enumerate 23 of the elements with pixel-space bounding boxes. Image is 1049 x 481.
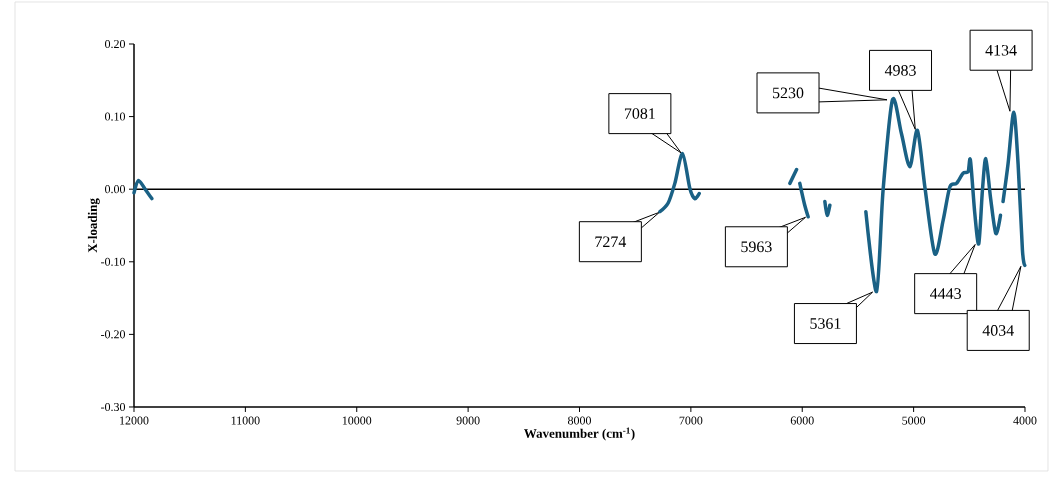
x-axis-title: Wavenumber (cm$^{-1}$) <box>524 427 635 441</box>
annotation: 7081 <box>624 108 655 119</box>
y-tick-label: 0.20 <box>105 39 126 49</box>
annotation: 4034 <box>982 325 1014 336</box>
y-tick-label: -0.30 <box>101 402 126 412</box>
y-tick-label: 0.00 <box>105 185 126 194</box>
y-axis-title: X-loading <box>87 198 100 253</box>
x-tick-label: 11000 <box>231 416 260 425</box>
x-tick-label: 12000 <box>120 416 149 425</box>
annotation: 5361 <box>810 318 841 329</box>
x-tick-label: 10000 <box>342 416 372 425</box>
x-tick-label: 4000 <box>1013 416 1037 425</box>
annotation: 5230 <box>773 87 804 99</box>
x-tick-label: 5000 <box>902 416 926 425</box>
annotation: 5963 <box>741 241 772 253</box>
x-tick-label: 6000 <box>790 416 814 425</box>
y-tick-label: 0.10 <box>105 112 126 121</box>
y-tick-label: -0.20 <box>101 330 126 339</box>
x-tick-label: 8000 <box>568 416 591 425</box>
y-tick-label: -0.10 <box>101 257 126 266</box>
x-tick-label: 7000 <box>679 416 703 425</box>
x-tick-label: 9000 <box>456 416 480 425</box>
annotation: 7274 <box>595 236 627 247</box>
